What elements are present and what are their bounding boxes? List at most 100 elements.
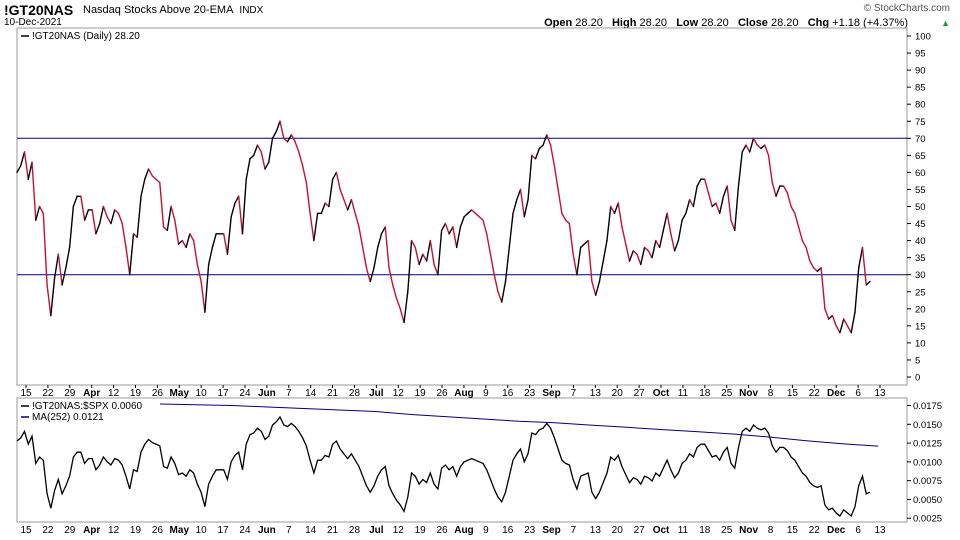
series-segment bbox=[106, 216, 112, 225]
series-segment bbox=[820, 267, 826, 310]
series-segment bbox=[260, 151, 266, 170]
ratio-y-tick-label: 0.0050 bbox=[913, 495, 942, 506]
series-segment bbox=[809, 260, 815, 269]
symbol-title: !GT20NAS bbox=[4, 2, 74, 18]
series-segment bbox=[31, 161, 37, 221]
series-segment bbox=[294, 141, 300, 153]
series-segment bbox=[655, 239, 661, 249]
series-segment bbox=[399, 308, 405, 324]
ratio-x-tick-label: 7 bbox=[571, 525, 577, 536]
series-segment bbox=[865, 280, 871, 286]
series-segment bbox=[696, 178, 702, 187]
series-segment bbox=[542, 134, 548, 146]
series-segment bbox=[61, 267, 67, 286]
series-segment bbox=[384, 226, 390, 269]
x-tick-label: 18 bbox=[699, 388, 711, 399]
series-segment bbox=[790, 205, 796, 215]
ratio-x-tick-label: Jul bbox=[369, 525, 384, 536]
ratio-legend-label: !GT20NAS:$SPX 0.0060 bbox=[32, 401, 143, 412]
series-segment bbox=[129, 233, 135, 276]
series-segment bbox=[579, 243, 586, 249]
y-tick-label: 65 bbox=[915, 151, 926, 162]
series-segment bbox=[651, 239, 657, 259]
series-segment bbox=[508, 212, 514, 249]
x-tick-label: 13 bbox=[590, 388, 602, 399]
series-segment bbox=[343, 198, 349, 211]
series-segment bbox=[718, 195, 725, 215]
ohlc-readout: Open 28.20 High 28.20 Low 28.20 Close 28… bbox=[544, 17, 908, 29]
series-segment bbox=[474, 212, 480, 218]
series-segment bbox=[181, 239, 187, 249]
series-segment bbox=[824, 308, 830, 320]
series-segment bbox=[80, 195, 86, 221]
y-tick-label: 100 bbox=[915, 32, 931, 43]
series-segment bbox=[286, 134, 293, 143]
ratio-x-tick-label: 7 bbox=[286, 525, 292, 536]
series-segment bbox=[159, 181, 165, 228]
y-tick-label: 45 bbox=[915, 219, 926, 230]
series-segment bbox=[752, 137, 758, 146]
series-segment bbox=[534, 147, 541, 160]
series-segment bbox=[23, 151, 29, 180]
series-segment bbox=[174, 219, 180, 245]
ratio-x-tick-label: 17 bbox=[218, 525, 230, 536]
series-segment bbox=[166, 205, 172, 232]
y-tick-label: 25 bbox=[915, 287, 926, 298]
series-segment bbox=[707, 192, 713, 208]
series-segment bbox=[200, 280, 206, 313]
series-segment bbox=[365, 267, 371, 283]
series-segment bbox=[298, 151, 304, 167]
ratio-x-tick-label: 8 bbox=[768, 525, 774, 536]
series-segment bbox=[53, 253, 60, 279]
y-tick-label: 20 bbox=[915, 304, 926, 315]
series-segment bbox=[794, 212, 800, 228]
series-segment bbox=[621, 226, 627, 245]
series-segment bbox=[576, 246, 582, 276]
series-segment bbox=[147, 168, 153, 177]
series-segment bbox=[65, 246, 71, 269]
series-segment bbox=[861, 246, 867, 286]
series-segment bbox=[715, 202, 721, 215]
series-segment bbox=[433, 263, 439, 276]
series-segment bbox=[501, 280, 507, 303]
series-segment bbox=[185, 233, 191, 249]
ratio-x-tick-label: 28 bbox=[349, 525, 361, 536]
chg-label: Chg bbox=[807, 17, 830, 29]
ratio-x-tick-label: 19 bbox=[130, 525, 142, 536]
series-segment bbox=[102, 205, 108, 218]
series-segment bbox=[594, 280, 601, 296]
series-segment bbox=[241, 178, 247, 235]
series-segment bbox=[775, 185, 781, 197]
series-segment bbox=[523, 198, 529, 218]
x-tick-label: 15 bbox=[787, 388, 799, 399]
ratio-x-tick-label: 6 bbox=[855, 525, 861, 536]
series-segment bbox=[730, 219, 736, 232]
y-tick-label: 0 bbox=[915, 373, 920, 384]
ratio-x-tick-label: 9 bbox=[483, 525, 489, 536]
series-segment bbox=[403, 291, 409, 324]
x-tick-label: 13 bbox=[874, 388, 886, 399]
series-segment bbox=[636, 253, 642, 266]
ratio-y-tick-label: 0.0100 bbox=[913, 457, 942, 468]
ratio-x-tick-label: 11 bbox=[678, 525, 689, 536]
x-tick-label: Jul bbox=[369, 388, 384, 399]
series-segment bbox=[95, 222, 101, 235]
ratio-y-tick-label: 0.0025 bbox=[913, 514, 942, 525]
series-segment bbox=[358, 226, 364, 249]
x-tick-label: 9 bbox=[483, 388, 489, 399]
series-segment bbox=[835, 325, 841, 334]
series-segment bbox=[553, 164, 559, 191]
series-segment bbox=[463, 212, 469, 218]
series-segment bbox=[771, 181, 777, 197]
ratio-x-tick-label: 21 bbox=[327, 525, 339, 536]
high-label: High bbox=[611, 17, 637, 29]
series-segment bbox=[734, 185, 740, 232]
ratio-x-tick-label: 18 bbox=[699, 525, 711, 536]
series-segment bbox=[587, 239, 593, 283]
ratio-x-tick-label: 12 bbox=[393, 525, 405, 536]
series-segment bbox=[470, 209, 477, 215]
x-tick-label: 7 bbox=[286, 388, 292, 399]
close-value: 28.20 bbox=[771, 17, 799, 29]
ratio-x-tick-label: 15 bbox=[787, 525, 799, 536]
open-label: Open bbox=[544, 17, 573, 29]
